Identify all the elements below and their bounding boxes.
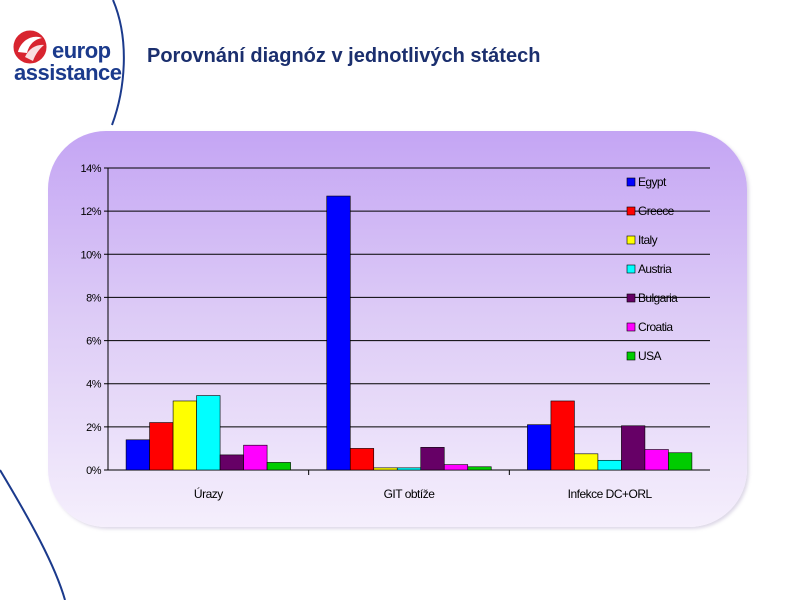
bar-bulgaria [420,447,445,471]
page-title: Porovnání diagnóz v jednotlivých státech [147,45,541,67]
legend-swatch-italy [626,235,636,245]
legend-swatch-croatia [626,322,636,332]
bar-italy [574,453,599,471]
legend-label: Bulgaria [638,291,678,305]
bar-croatia [644,449,669,471]
legend-swatch-egypt [626,177,636,187]
bar-austria [597,459,622,471]
legend-swatch-austria [626,264,636,274]
bar-greece [550,400,575,471]
legend-label: Italy [638,233,658,247]
bar-croatia [443,464,469,471]
bar-italy [373,467,398,471]
legend-label: Egypt [638,175,667,189]
bar-italy [172,400,197,471]
bar-austria [196,395,221,471]
y-tick-label: 2% [86,422,102,434]
logo-text-line1: europ [52,38,111,63]
bar-usa [266,462,291,471]
bar-greece [149,422,174,471]
bar-egypt [326,195,351,471]
x-category-label: Úrazy [194,486,223,501]
logo-text-line2: assistance [14,60,122,85]
legend-label: USA [638,349,661,363]
y-tick-label: 14% [80,163,101,175]
europ-assistance-logo-icon [11,28,49,66]
bar-egypt [527,424,552,471]
x-category-label: GIT obtíže [384,487,436,501]
bar-usa [467,466,492,471]
legend-swatch-bulgaria [626,293,636,303]
y-tick-label: 6% [86,336,102,348]
legend-label: Austria [638,262,672,276]
x-category-label: Infekce DC+ORL [568,487,653,501]
bar-bulgaria [621,425,646,471]
y-tick-label: 0% [86,465,102,477]
bar-bulgaria [219,454,244,471]
legend-swatch-greece [626,206,636,216]
y-tick-label: 10% [80,249,101,261]
legend-label: Greece [638,204,675,218]
bar-egypt [125,439,150,471]
bar-croatia [243,444,268,471]
y-tick-label: 4% [86,379,102,391]
y-tick-label: 12% [80,206,101,218]
bar-austria [396,467,422,471]
legend-swatch-usa [626,351,636,361]
y-tick-label: 8% [86,292,102,304]
bar-usa [668,452,693,471]
bar-greece [349,448,375,471]
legend-label: Croatia [638,320,673,334]
